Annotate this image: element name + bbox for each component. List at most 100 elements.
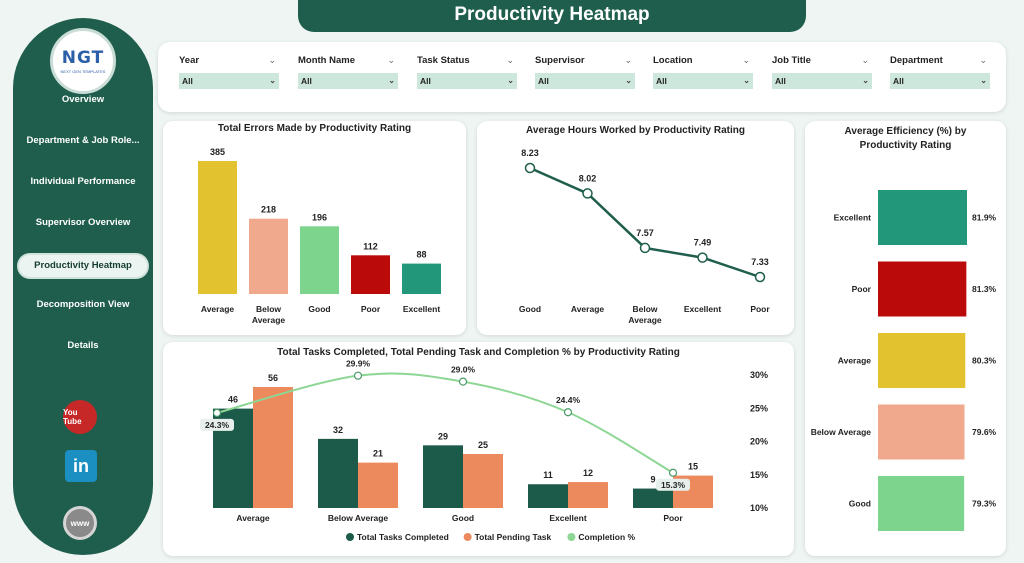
filter-department-select[interactable]: All ⌄	[890, 73, 990, 89]
data-point[interactable]	[754, 271, 766, 283]
chevron-down-icon[interactable]: ⌄	[624, 55, 632, 65]
chevron-down-icon[interactable]: ⌄	[861, 55, 869, 65]
filter-year-select[interactable]: All ⌄	[179, 73, 279, 89]
bar-completed[interactable]	[318, 438, 358, 508]
bar-pending[interactable]	[358, 462, 398, 508]
tick-label: Average	[628, 315, 662, 325]
filter-job-title: Job Title ⌄ All ⌄	[772, 55, 872, 89]
bar[interactable]	[300, 226, 339, 294]
hours-chart-card: Average Hours Worked by Productivity Rat…	[477, 121, 794, 335]
nav-item-overview[interactable]: Overview	[61, 94, 105, 105]
chevron-down-icon: ⌄	[743, 76, 750, 85]
tick-label: Good	[308, 304, 330, 314]
filter-department: Department ⌄ All ⌄	[890, 55, 990, 89]
data-point[interactable]	[563, 408, 573, 417]
chevron-down-icon[interactable]: ⌄	[742, 55, 750, 65]
filter-supervisor-select[interactable]: All ⌄	[535, 73, 635, 89]
sidebar: NGT NEXT GEN TEMPLATES Overview Departme…	[13, 18, 153, 555]
axis-tick-label: 15%	[750, 470, 768, 480]
errors-chart-title: Total Errors Made by Productivity Rating	[217, 123, 412, 134]
chevron-down-icon[interactable]: ⌄	[268, 55, 276, 65]
legend-label[interactable]: Total Tasks Completed	[357, 532, 449, 542]
logo[interactable]: NGT NEXT GEN TEMPLATES	[50, 28, 116, 94]
tasks-chart-title: Total Tasks Completed, Total Pending Tas…	[277, 347, 680, 358]
series-line	[529, 166, 761, 279]
tick-label: Below Average	[328, 513, 389, 523]
legend-label[interactable]: Total Pending Task	[475, 532, 552, 542]
nav-item-details[interactable]: Details	[67, 340, 99, 351]
tick-label: Average	[571, 304, 605, 314]
nav-item-supervisor-overview[interactable]: Supervisor Overview	[35, 217, 131, 228]
bar-pending[interactable]	[568, 482, 608, 508]
filter-label: Year	[179, 55, 200, 66]
data-point[interactable]	[212, 408, 222, 418]
bar[interactable]	[878, 333, 966, 388]
tick-label: Excellent	[684, 304, 721, 314]
filter-location: Location ⌄ All ⌄	[653, 55, 753, 89]
tick-label: Average	[838, 356, 872, 366]
data-point[interactable]	[524, 162, 536, 174]
chevron-down-icon[interactable]: ⌄	[506, 55, 514, 65]
chevron-down-icon[interactable]: ⌄	[387, 55, 395, 65]
filter-value: All	[420, 76, 431, 86]
tick-label: Good	[519, 304, 541, 314]
bar[interactable]	[878, 190, 967, 245]
youtube-icon[interactable]: You Tube	[63, 400, 97, 434]
data-point[interactable]	[458, 377, 468, 386]
data-point[interactable]	[582, 188, 593, 199]
bar[interactable]	[249, 218, 288, 294]
filter-label: Department	[890, 55, 943, 66]
efficiency-chart-card: Average Efficiency (%) by Productivity R…	[805, 121, 1006, 556]
tick-label: Poor	[361, 304, 381, 314]
page-title: Productivity Heatmap	[298, 0, 806, 32]
filter-value: All	[301, 76, 312, 86]
filter-month-select[interactable]: All ⌄	[298, 73, 398, 89]
data-point[interactable]	[697, 252, 708, 263]
nav-item-individual-performance[interactable]: Individual Performance	[30, 176, 136, 187]
hours-chart: 8.23Good8.02Average7.57BelowAverage7.49E…	[519, 148, 770, 325]
data-label: 29.0%	[451, 365, 476, 375]
data-point[interactable]	[353, 371, 363, 380]
legend-marker[interactable]	[463, 533, 472, 541]
tasks-chart-card: Total Tasks Completed, Total Pending Tas…	[163, 342, 794, 556]
filter-location-select[interactable]: All ⌄	[653, 73, 753, 89]
data-point[interactable]	[668, 468, 678, 477]
data-label: 24.3%	[205, 420, 230, 430]
data-label: 7.57	[636, 228, 654, 238]
bar-pending[interactable]	[253, 387, 293, 508]
filter-job-title-select[interactable]: All ⌄	[772, 73, 872, 89]
filter-value: All	[893, 76, 904, 86]
data-label: 112	[363, 241, 378, 251]
hours-chart-title: Average Hours Worked by Productivity Rat…	[526, 125, 745, 136]
data-label: 79.3%	[972, 499, 997, 509]
data-label: 12	[583, 468, 593, 478]
bar[interactable]	[198, 161, 237, 294]
legend-label[interactable]: Completion %	[578, 532, 635, 542]
axis-tick-label: 10%	[750, 503, 768, 513]
legend-marker[interactable]	[567, 533, 576, 541]
bar[interactable]	[878, 476, 965, 531]
bar-pending[interactable]	[463, 453, 503, 508]
tick-label: Good	[452, 513, 474, 523]
bar[interactable]	[402, 263, 441, 294]
bar[interactable]	[878, 261, 967, 317]
filter-task-status-select[interactable]: All ⌄	[417, 73, 517, 89]
data-point[interactable]	[639, 242, 651, 254]
data-label: 80.3%	[972, 356, 997, 366]
nav-item-decomposition-view[interactable]: Decomposition View	[36, 299, 130, 310]
bar-completed[interactable]	[633, 488, 673, 508]
data-label: 21	[373, 449, 383, 459]
filter-value: All	[775, 76, 786, 86]
bar[interactable]	[878, 404, 965, 460]
bar[interactable]	[351, 255, 390, 294]
chevron-down-icon[interactable]: ⌄	[979, 55, 987, 65]
legend-marker[interactable]	[346, 533, 354, 541]
nav-item-productivity-heatmap[interactable]: Productivity Heatmap	[19, 255, 147, 277]
website-icon[interactable]: www	[63, 506, 97, 540]
nav-item-department-job-role[interactable]: Department & Job Role...	[26, 135, 140, 146]
bar-completed[interactable]	[528, 484, 568, 508]
bar-completed[interactable]	[423, 445, 463, 508]
tick-label: Below	[632, 304, 657, 314]
linkedin-icon[interactable]: in	[65, 450, 97, 482]
filter-year: Year ⌄ All ⌄	[179, 55, 279, 89]
